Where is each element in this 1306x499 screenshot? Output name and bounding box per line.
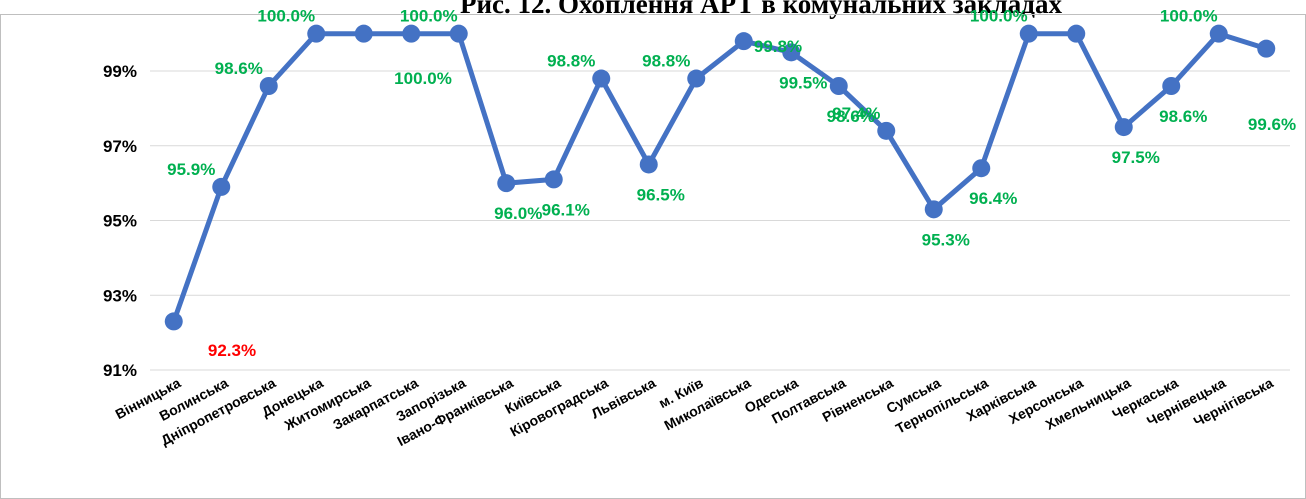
data-label: 92.3% (208, 341, 256, 360)
data-point (1209, 24, 1228, 43)
data-point (1257, 39, 1276, 58)
data-label: 98.8% (547, 52, 595, 71)
data-label: 96.1% (542, 200, 590, 219)
data-point (734, 32, 753, 51)
data-label: 98.6% (1159, 107, 1207, 126)
data-label: 99.8% (754, 37, 802, 56)
data-label: 97.4% (832, 104, 880, 123)
data-point (307, 24, 326, 43)
data-label: 96.5% (637, 185, 685, 204)
data-point (782, 43, 801, 62)
data-label: 96.0% (494, 204, 542, 223)
data-point (402, 24, 421, 43)
y-tick-label: 99% (103, 62, 137, 81)
data-point (972, 159, 991, 178)
data-label: 100.0% (400, 7, 458, 26)
data-labels: 92.3%95.9%98.6%100.0%100.0%100.0%96.0% 96… (167, 7, 1296, 360)
data-point (829, 77, 848, 95)
data-point (449, 24, 468, 43)
data-label: 95.9% (167, 160, 215, 179)
data-label: 98.6% (215, 59, 263, 78)
data-label: 97.5% (1112, 148, 1160, 167)
data-point (924, 200, 943, 219)
y-tick-label: 93% (103, 286, 137, 305)
data-point (497, 174, 516, 193)
data-label: 96.4% (969, 189, 1017, 208)
data-point (1114, 118, 1133, 137)
y-tick-label: 95% (103, 212, 137, 231)
data-label: 95.3% (922, 230, 970, 249)
data-point (1162, 77, 1181, 95)
series (164, 24, 1276, 331)
data-point (259, 77, 278, 95)
data-point (164, 312, 183, 331)
data-point (1067, 24, 1086, 43)
x-axis: ВінницькаВолинськаДніпропетровськаДонець… (112, 374, 1275, 449)
data-label: 99.6% (1248, 115, 1296, 134)
data-point (544, 170, 563, 189)
data-label: 99.5% (779, 73, 827, 92)
data-label: 100.0% (257, 7, 315, 26)
data-label: 100.0% (970, 7, 1028, 26)
y-tick-label: 91% (103, 361, 137, 380)
data-label: 98.6% (827, 107, 875, 126)
data-label: 98.8% (642, 52, 690, 71)
data-point (592, 69, 611, 88)
series-line (171, 31, 1268, 323)
data-point (877, 121, 896, 140)
data-label: 100.0% (394, 69, 452, 88)
data-point (687, 69, 706, 88)
y-axis: 91% 93% 95% 97% 99% (103, 62, 137, 380)
gridlines (150, 70, 1290, 371)
data-point (1019, 24, 1038, 43)
data-point (212, 177, 231, 196)
data-point (354, 24, 373, 43)
data-label: 100.0% (1160, 7, 1218, 26)
data-point (639, 155, 658, 174)
y-tick-label: 97% (103, 137, 137, 156)
